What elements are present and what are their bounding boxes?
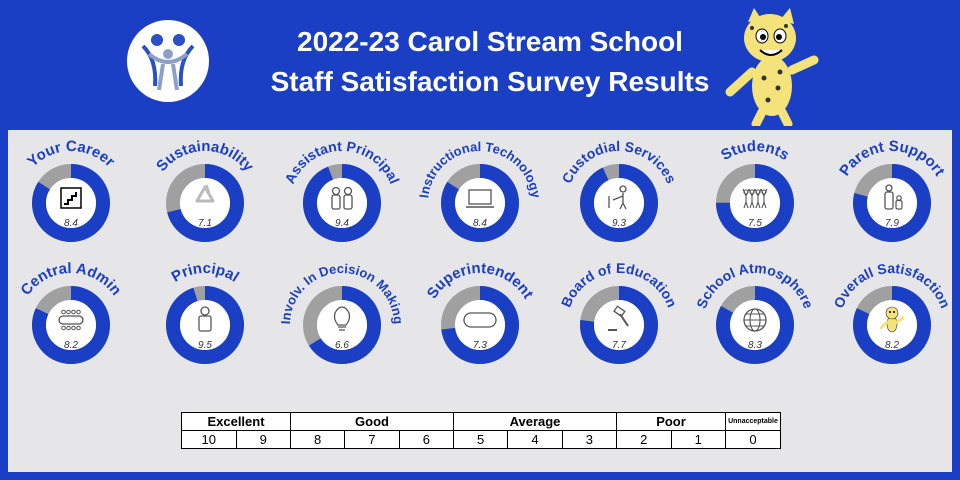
donut-value-label: 9.5 — [198, 340, 212, 351]
conference-table-icon — [58, 309, 84, 331]
capsule-icon — [463, 312, 497, 328]
district-logo — [127, 20, 209, 102]
legend-poor: Poor — [616, 412, 726, 431]
globe-icon — [743, 308, 767, 332]
donut-value-arc — [580, 286, 658, 364]
donut-center — [180, 300, 230, 350]
donut-value-label: 7.5 — [748, 218, 762, 229]
donut-center — [317, 178, 367, 228]
donut-center — [867, 178, 917, 228]
donut-value-arc — [303, 286, 381, 364]
parent-child-icon — [884, 184, 903, 210]
gavel-icon — [608, 305, 629, 331]
donut-value-arc — [166, 164, 244, 242]
title-line-2: Staff Satisfaction Survey Results — [270, 66, 710, 97]
person-icon — [198, 306, 212, 332]
legend-good: Good — [290, 412, 454, 431]
score-9: 9 — [235, 430, 291, 449]
donut-value-label: 8.3 — [748, 340, 762, 351]
legend-unacceptable: Unnacceptable — [725, 412, 781, 431]
score-8: 8 — [289, 430, 346, 449]
donut-value-arc — [853, 286, 931, 364]
donut-value-label: 7.7 — [612, 340, 626, 351]
donut-value-label: 6.6 — [335, 340, 349, 351]
score-1: 1 — [670, 430, 726, 449]
mascot-icon — [879, 306, 905, 333]
donut-value-label: 8.4 — [64, 218, 78, 229]
students-icon — [742, 188, 768, 209]
donut-title: Students — [718, 138, 792, 164]
donut-center — [730, 300, 780, 350]
donut-chart: 7.5 Students — [716, 138, 794, 242]
page-title: 2022-23 Carol Stream School Staff Satisf… — [220, 22, 760, 102]
custodian-icon — [608, 185, 627, 210]
score-3: 3 — [561, 430, 618, 449]
donut-center — [180, 178, 230, 228]
donut-value-arc — [716, 164, 794, 242]
people-logo-icon — [141, 34, 195, 91]
donut-value-label: 7.3 — [473, 340, 487, 351]
score-5: 5 — [452, 430, 509, 449]
legend-average: Average — [453, 412, 617, 431]
score-2: 2 — [616, 430, 672, 449]
donut-center — [594, 300, 644, 350]
donut-value-arc — [32, 164, 110, 242]
score-7: 7 — [344, 430, 400, 449]
results-panel: 8.4 Your Career 7.1 Sustainability 9.4 Assist… — [8, 130, 954, 472]
score-4: 4 — [507, 430, 563, 449]
donut-value-label: 7.9 — [885, 218, 899, 229]
jaguar-mascot-icon — [725, 8, 819, 126]
donut-value-label: 7.1 — [198, 218, 212, 229]
stairs-icon — [60, 187, 82, 209]
recycle-icon — [195, 184, 215, 203]
laptop-icon — [466, 189, 494, 208]
score-10: 10 — [181, 430, 237, 449]
donut-center — [46, 300, 96, 350]
donut-chart: 9.5 Principal — [166, 260, 244, 364]
legend-excellent: Excellent — [181, 412, 291, 431]
donut-value-label: 8.4 — [473, 218, 487, 229]
donut-value-label: 9.3 — [612, 218, 626, 229]
donut-center — [594, 178, 644, 228]
score-0: 0 — [725, 430, 781, 449]
donut-value-label: 9.4 — [335, 218, 349, 229]
donut-value-arc — [166, 286, 244, 364]
donut-center — [455, 178, 505, 228]
donut-value-arc — [32, 286, 110, 364]
rating-scale-legend: Excellent Good Average Poor Unnacceptabl… — [181, 412, 781, 449]
donut-center — [730, 178, 780, 228]
donut-value-arc — [441, 286, 519, 364]
donut-value-arc — [716, 286, 794, 364]
title-line-1: 2022-23 Carol Stream School — [297, 26, 683, 57]
donut-value-arc — [441, 164, 519, 242]
donut-value-label: 8.2 — [885, 340, 899, 351]
donut-value-arc — [580, 164, 658, 242]
header: 2022-23 Carol Stream School Staff Satisf… — [0, 0, 960, 130]
donut-value-arc — [853, 164, 931, 242]
donut-title: Principal — [169, 260, 242, 286]
two-people-icon — [331, 186, 353, 210]
donut-value-label: 8.2 — [64, 340, 78, 351]
score-6: 6 — [398, 430, 455, 449]
lightbulb-icon — [333, 306, 351, 331]
donut-value-arc — [303, 164, 381, 242]
